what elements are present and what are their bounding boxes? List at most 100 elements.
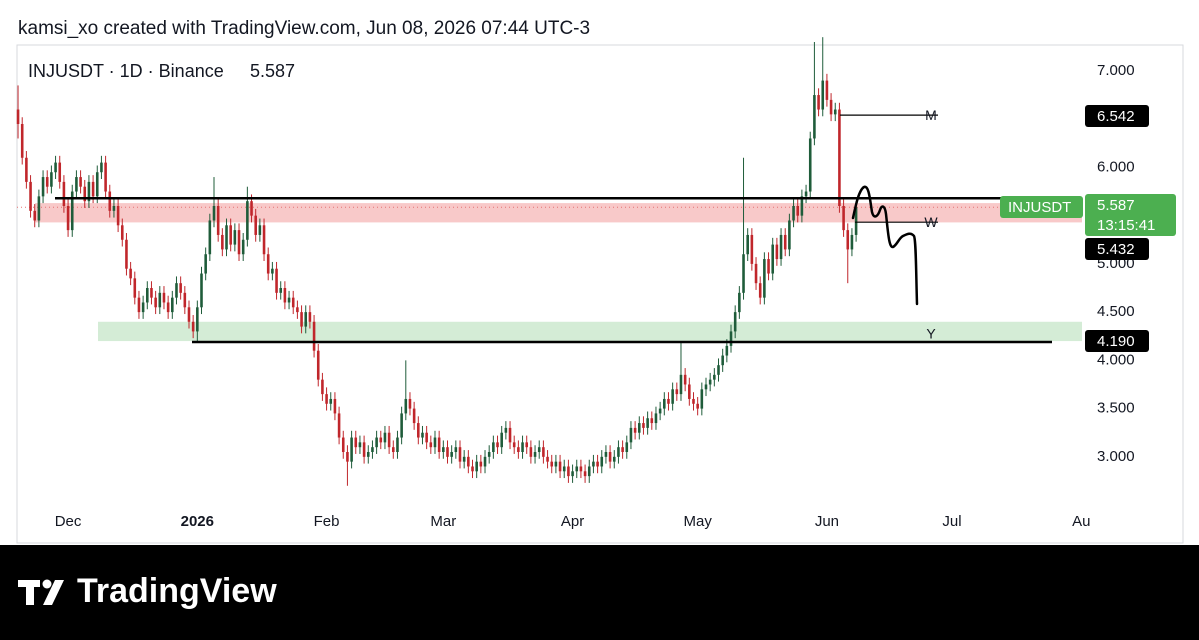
candle-body [391, 447, 395, 453]
candle-body [175, 283, 178, 298]
candle-body [62, 181, 66, 207]
candle-body [70, 191, 74, 231]
candle-body [583, 471, 587, 477]
candle-body [375, 437, 378, 448]
candle-body [250, 201, 253, 216]
candle-body [492, 442, 495, 453]
candle-body [279, 288, 283, 293]
candle-body [846, 230, 850, 250]
candle-body [412, 408, 416, 424]
x-tick-label: Apr [561, 513, 584, 530]
candle-body [833, 109, 837, 115]
candle-body [817, 95, 820, 110]
x-tick-label: Mar [430, 513, 456, 530]
candle-body [133, 278, 137, 298]
chart-frame [16, 44, 1184, 544]
candle-body [221, 234, 224, 250]
candle-body [254, 215, 257, 235]
candle-body [625, 442, 629, 453]
candle-body [187, 307, 191, 322]
candle-body [146, 288, 149, 303]
candle-body [241, 239, 245, 255]
candle-body [83, 186, 87, 202]
candle-body [771, 244, 775, 274]
candle-body [612, 456, 616, 462]
last-price: 5.587 [250, 61, 295, 81]
candle-body [179, 283, 182, 293]
candle-body [688, 384, 691, 399]
y-tick-label: 4.500 [1097, 303, 1135, 320]
candle-body [79, 177, 82, 187]
candle-body [550, 461, 554, 467]
candle-body [404, 398, 408, 414]
candle-body [587, 466, 591, 477]
candle-body [54, 162, 57, 173]
candle-body [237, 230, 241, 255]
candle-body [116, 206, 120, 226]
candle-body [45, 177, 49, 187]
candle-body [350, 437, 353, 462]
candle-body [112, 206, 116, 211]
candle-body [729, 331, 733, 346]
candle-body [308, 312, 312, 322]
candle-body [521, 442, 524, 453]
candle-body [125, 239, 128, 269]
level-price-box [1085, 105, 1149, 127]
candle-body [517, 447, 520, 453]
candle-body [525, 442, 529, 448]
candle-body [792, 206, 795, 221]
candle-body [654, 413, 658, 424]
candle-body [658, 408, 662, 414]
candle-body [483, 456, 487, 467]
candle-body [800, 196, 804, 216]
candle-body [663, 398, 666, 409]
candle-body [804, 191, 808, 197]
candle-body [400, 413, 403, 438]
candle-body [442, 447, 445, 453]
candle-body [191, 321, 195, 332]
candle-body [95, 172, 99, 197]
candle-body [508, 427, 512, 443]
candle-body [558, 461, 562, 472]
zone [35, 203, 1082, 223]
candle-body [788, 220, 791, 250]
candle-body [742, 254, 745, 293]
credit: kamsi_xo created with TradingView.com, J… [18, 18, 590, 39]
candle-body [200, 273, 203, 308]
candle-body [537, 447, 541, 453]
candle-body [425, 432, 428, 443]
level-name: M [925, 107, 937, 123]
candle-body [141, 302, 145, 313]
candle-body [496, 442, 499, 448]
candle-body [829, 99, 833, 115]
candle-body [704, 384, 708, 390]
candle-body [646, 418, 649, 428]
y-tick-label: 7.000 [1097, 62, 1135, 79]
candle-body [246, 201, 249, 240]
candle-body [321, 379, 324, 395]
candle-body [467, 456, 470, 467]
candle-body [750, 234, 754, 264]
candle-body [592, 461, 595, 467]
candle-body [683, 374, 687, 385]
candle-body [529, 447, 533, 457]
canvas [0, 0, 1199, 545]
drawing-projection [851, 185, 919, 306]
candle-body [166, 302, 170, 313]
candle-body [329, 398, 333, 404]
candle-body [66, 206, 70, 231]
candle-body [366, 452, 370, 457]
candle-body [813, 95, 816, 139]
candle-body [291, 297, 295, 308]
candle-body [796, 206, 800, 216]
candle-body [137, 297, 141, 313]
candle-body [316, 350, 320, 380]
candle-body [487, 452, 491, 457]
candle-body [542, 447, 545, 457]
candle-body [429, 442, 433, 448]
candle-body [808, 138, 812, 192]
x-tick-label: Jul [942, 513, 961, 530]
level-name: W [924, 214, 938, 230]
candle-body [437, 437, 441, 453]
